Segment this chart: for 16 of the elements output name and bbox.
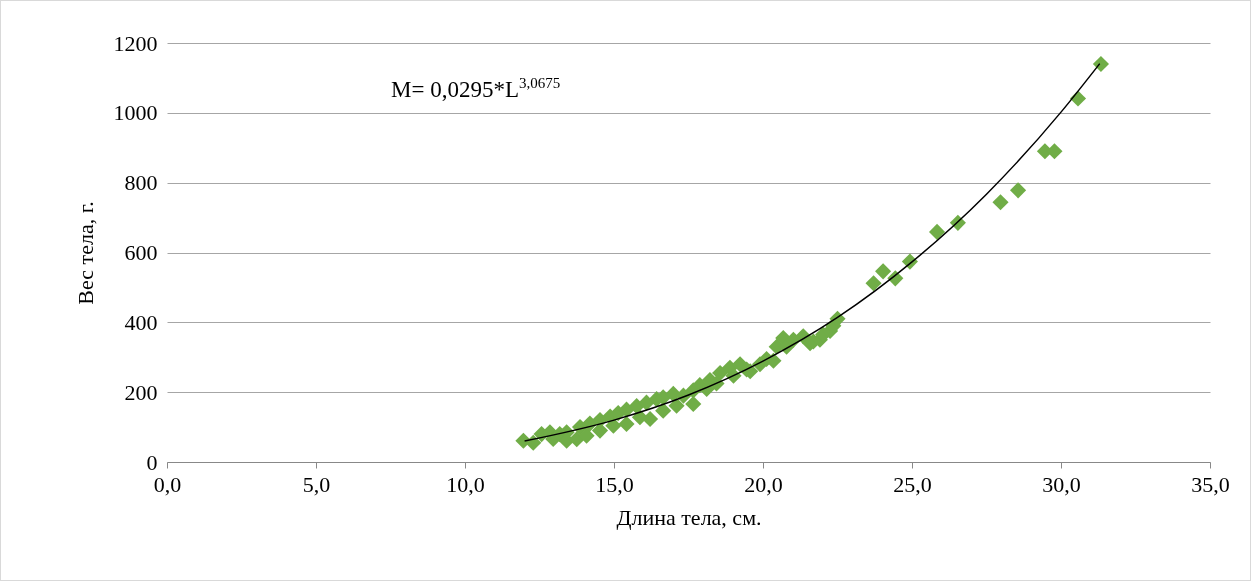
y-axis-title: Вес тела, г. xyxy=(72,201,98,305)
annotation: M= 0,0295*L$^{3,0675}$ xyxy=(391,75,561,103)
y-tick-label: 1000 xyxy=(113,100,158,126)
x-tick-label: 10,0 xyxy=(446,471,485,497)
x-tick-label: 25,0 xyxy=(893,471,932,497)
x-axis-title: Длина тела, см. xyxy=(616,504,762,530)
y-tick-label: 200 xyxy=(124,379,158,405)
y-tick-label: 600 xyxy=(124,240,158,265)
x-tick-label: 20,0 xyxy=(744,471,783,497)
y-tick-label: 800 xyxy=(124,170,158,196)
x-tick-label: 30,0 xyxy=(1042,471,1081,497)
x-tick-label: 15,0 xyxy=(595,471,634,497)
y-tick-label: 400 xyxy=(124,309,158,335)
x-tick-label: 35,0 xyxy=(1191,471,1230,497)
y-tick-label: 1200 xyxy=(113,30,158,56)
x-tick-label: 5,0 xyxy=(302,471,331,497)
